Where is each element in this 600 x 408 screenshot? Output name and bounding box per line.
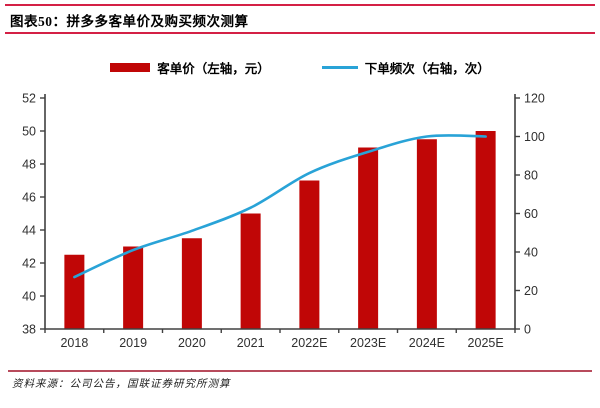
right-axis-tick-label: 20 (524, 284, 538, 298)
x-axis-label-2020: 2020 (178, 336, 206, 350)
frequency-line (73, 134, 487, 279)
bar-series-swatch-icon (110, 62, 151, 72)
x-axis-label-2019: 2019 (119, 336, 147, 350)
header-rule-bottom (5, 32, 595, 34)
x-axis-label-2025E: 2025E (468, 336, 504, 350)
x-axis-label-2024E: 2024E (409, 336, 445, 350)
footer-rule (8, 370, 592, 372)
bar-2020 (181, 238, 202, 329)
left-axis-tick-label: 40 (22, 290, 36, 304)
x-axis-label-2018: 2018 (60, 336, 88, 350)
bar-2024E (416, 139, 437, 329)
legend-item-line-series: 下单频次（右轴，次） (321, 58, 490, 77)
legend-bar-label: 客单价（左轴，元） (157, 61, 270, 76)
bar-2021 (240, 213, 261, 329)
right-axis-tick-label: 120 (524, 92, 545, 106)
x-axis-label-2021: 2021 (237, 336, 265, 350)
left-axis-tick-label: 42 (22, 257, 36, 271)
left-axis-tick-label: 52 (22, 92, 36, 106)
bar-2023E (358, 147, 379, 329)
bar-2019 (123, 246, 144, 329)
chart-title: 图表50：拼多多客单价及购买频次测算 (10, 14, 249, 29)
right-axis-tick-label: 100 (524, 130, 545, 144)
left-axis-tick-label: 38 (22, 323, 36, 337)
left-axis-tick-label: 50 (22, 125, 36, 139)
left-axis-tick-label: 48 (22, 158, 36, 172)
x-axis-label-2023E: 2023E (350, 336, 386, 350)
right-axis-tick-label: 80 (524, 169, 538, 183)
chart-legend: 客单价（左轴，元） 下单频次（右轴，次） (0, 58, 600, 76)
left-axis-tick-label: 44 (22, 224, 36, 238)
legend-line-label: 下单频次（右轴，次） (364, 61, 490, 76)
legend-item-bar-series: 客单价（左轴，元） (110, 58, 270, 77)
bar-2022E (299, 180, 320, 329)
right-axis-tick-label: 40 (524, 246, 538, 260)
line-series-swatch-icon (321, 65, 358, 69)
bar-2025E (475, 131, 496, 329)
right-axis-tick-label: 0 (524, 323, 531, 337)
source-attribution: 资料来源：公司公告，国联证券研究所测算 (12, 379, 231, 390)
left-axis-tick-label: 46 (22, 191, 36, 205)
x-axis-label-2022E: 2022E (291, 336, 327, 350)
combo-chart-plot: 38 40 42 44 46 48 50 52 0 20 40 60 80 100 120 2018 2019 2… (22, 92, 545, 351)
header-rule-top (5, 4, 595, 6)
right-axis-tick-label: 60 (524, 207, 538, 221)
bar-2018 (64, 254, 85, 329)
